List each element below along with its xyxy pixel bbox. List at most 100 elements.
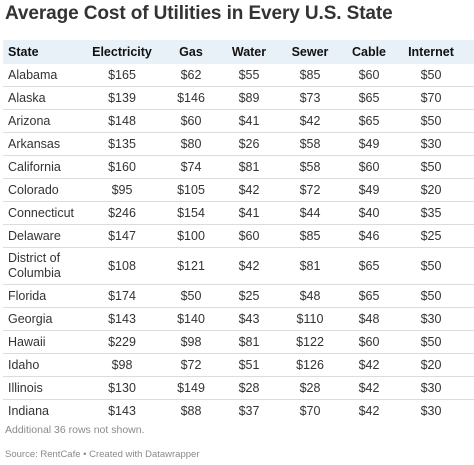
cost-cell: $72 [163, 353, 219, 377]
table-header-row: State Electricity Gas Water Sewer Cable Intern… [3, 40, 474, 64]
utilities-table: State Electricity Gas Water Sewer Cable Intern… [3, 40, 474, 418]
cost-cell: $26 [219, 132, 279, 156]
cost-cell: $60 [341, 330, 397, 354]
cost-cell: $89 [219, 86, 279, 110]
table-row: Arizona$148$60$41$42$65$50$4 [3, 109, 474, 133]
state-cell: Georgia [3, 307, 81, 331]
cost-cell: $105 [163, 178, 219, 202]
column-header-6: Internet [408, 45, 454, 59]
cost-cell: $3 [465, 178, 474, 202]
column-header-1: Electricity [92, 45, 152, 59]
cost-cell: $70 [279, 399, 341, 418]
state-cell: Idaho [3, 353, 81, 377]
cost-cell: $50 [397, 155, 465, 179]
cost-cell: $154 [163, 201, 219, 225]
table-row: Arkansas$135$80$26$58$49$30$3 [3, 132, 474, 156]
column-header-7: To [465, 40, 474, 64]
cost-cell: $25 [397, 224, 465, 248]
cost-cell: $65 [341, 284, 397, 308]
cost-cell: $229 [81, 330, 163, 354]
cost-cell: $5 [465, 201, 474, 225]
table-row: Indiana$143$88$37$70$42$30$4 [3, 399, 474, 418]
cost-cell: $143 [81, 399, 163, 418]
cost-cell: $40 [341, 201, 397, 225]
state-cell: Alaska [3, 86, 81, 110]
cost-cell: $62 [163, 64, 219, 87]
cost-cell: $49 [341, 132, 397, 156]
cost-cell: $65 [341, 86, 397, 110]
cost-cell: $65 [341, 109, 397, 133]
column-header-2: Gas [179, 45, 203, 59]
state-cell: Florida [3, 284, 81, 308]
cost-cell: $41 [219, 109, 279, 133]
table-row: Colorado$95$105$42$72$49$20$3 [3, 178, 474, 202]
cost-cell: $72 [279, 178, 341, 202]
table-body: Alabama$165$62$55$85$60$50$4Alaska$139$1… [3, 64, 474, 418]
cost-cell: $4 [465, 109, 474, 133]
table-row: Idaho$98$72$51$126$42$20$4 [3, 353, 474, 377]
cost-cell: $44 [279, 201, 341, 225]
state-cell: Colorado [3, 178, 81, 202]
cost-cell: $3 [465, 132, 474, 156]
cost-cell: $4 [465, 224, 474, 248]
cost-cell: $4 [465, 247, 474, 285]
cost-cell: $100 [163, 224, 219, 248]
cost-cell: $50 [397, 284, 465, 308]
cost-cell: $139 [81, 86, 163, 110]
table-row: Hawaii$229$98$81$122$60$50$6 [3, 330, 474, 354]
cost-cell: $20 [397, 178, 465, 202]
cost-cell: $85 [279, 64, 341, 87]
cost-cell: $37 [219, 399, 279, 418]
cost-cell: $42 [279, 109, 341, 133]
cost-cell: $80 [163, 132, 219, 156]
cost-cell: $4 [465, 376, 474, 400]
cost-cell: $110 [279, 307, 341, 331]
cost-cell: $148 [81, 109, 163, 133]
cost-cell: $246 [81, 201, 163, 225]
cost-cell: $95 [81, 178, 163, 202]
cost-cell: $30 [397, 399, 465, 418]
cost-cell: $135 [81, 132, 163, 156]
cost-cell: $50 [397, 330, 465, 354]
cost-cell: $88 [163, 399, 219, 418]
table-row: Georgia$143$140$43$110$48$30$5 [3, 307, 474, 331]
cost-cell: $165 [81, 64, 163, 87]
cost-cell: $81 [279, 247, 341, 285]
cost-cell: $60 [163, 109, 219, 133]
cost-cell: $122 [279, 330, 341, 354]
cost-cell: $30 [397, 132, 465, 156]
cost-cell: $49 [341, 178, 397, 202]
state-cell: Illinois [3, 376, 81, 400]
table-row: Florida$174$50$25$48$65$50$4 [3, 284, 474, 308]
cost-cell: $30 [397, 307, 465, 331]
cost-cell: $98 [163, 330, 219, 354]
cost-cell: $143 [81, 307, 163, 331]
cost-cell: $130 [81, 376, 163, 400]
cost-cell: $50 [163, 284, 219, 308]
cost-cell: $42 [219, 247, 279, 285]
cost-cell: $60 [219, 224, 279, 248]
cost-cell: $42 [341, 399, 397, 418]
cost-cell: $60 [341, 155, 397, 179]
column-header-0: State [8, 45, 39, 59]
table-row: Illinois$130$149$28$28$42$30$4 [3, 376, 474, 400]
state-cell: California [3, 155, 81, 179]
cost-cell: $4 [465, 64, 474, 87]
table-row: District of Columbia $108 $121 $42 $81 $65 $50… [3, 247, 474, 285]
cost-cell: $81 [219, 330, 279, 354]
cost-cell: $42 [341, 376, 397, 400]
cost-cell: $28 [219, 376, 279, 400]
cost-cell: $149 [163, 376, 219, 400]
cost-cell: $58 [279, 132, 341, 156]
cost-cell: $146 [163, 86, 219, 110]
cost-cell: $25 [219, 284, 279, 308]
cost-cell: $73 [279, 86, 341, 110]
cost-cell: $5 [465, 307, 474, 331]
cost-cell: $42 [219, 178, 279, 202]
cost-cell: $4 [465, 284, 474, 308]
cost-cell: $60 [341, 64, 397, 87]
cost-cell: $55 [219, 64, 279, 87]
state-cell: District of Columbia [3, 247, 81, 285]
cost-cell: $20 [397, 353, 465, 377]
cost-cell: $50 [397, 247, 465, 285]
